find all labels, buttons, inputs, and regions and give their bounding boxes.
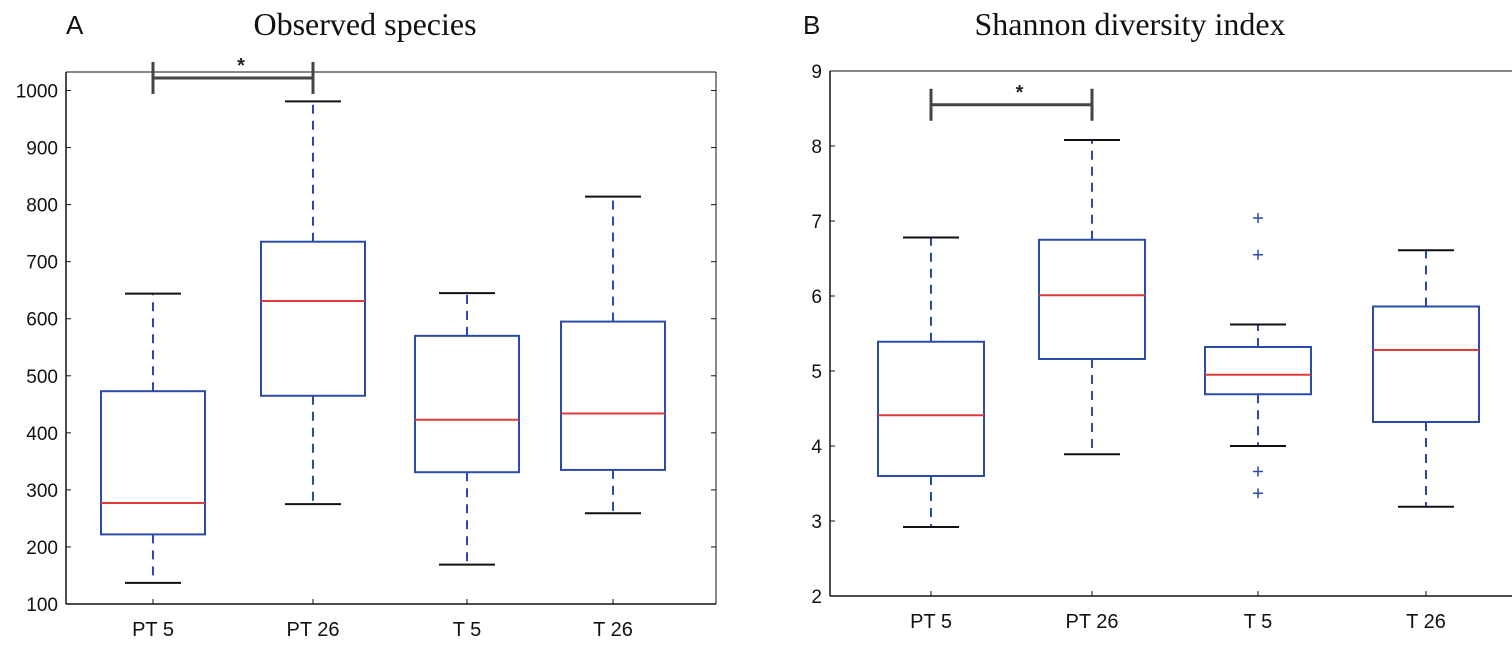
p2-box-2-outlier-0 xyxy=(1253,213,1263,223)
p2-y-tick-label-4: 6 xyxy=(811,287,822,308)
panel-b-letter: B xyxy=(803,10,821,40)
p2-box-3-iqr xyxy=(1372,305,1480,423)
p2-y-tick-label-1: 3 xyxy=(811,512,822,533)
p1-box-2-iqr xyxy=(414,334,520,474)
panel-b-title: Shannon diversity index xyxy=(974,6,1286,42)
p1-y-tick-label-2: 300 xyxy=(26,481,58,502)
p2-box-2-outlier-2 xyxy=(1253,466,1263,477)
p1-y-tick-label-5: 600 xyxy=(26,310,58,331)
p2-box-1-iqr xyxy=(1038,238,1146,360)
p1-box-3-iqr xyxy=(560,320,666,471)
p1-y-tick-label-1: 200 xyxy=(26,538,58,559)
p2-significance-0-label: * xyxy=(1016,82,1024,104)
p1-y-tick-label-3: 400 xyxy=(26,424,58,445)
p1-y-tick-label-8: 900 xyxy=(26,139,58,160)
p2-box-2-iqr xyxy=(1204,346,1312,396)
panel-a-title: Observed species xyxy=(253,6,477,42)
p1-box-1-iqr xyxy=(260,240,366,397)
p1-y-tick-label-0: 100 xyxy=(26,595,58,616)
p2-y-tick-label-0: 2 xyxy=(811,587,822,608)
p2-y-tick-label-2: 4 xyxy=(811,437,822,458)
p1-box-0-iqr xyxy=(100,390,206,536)
p1-y-tick-label-9: 1000 xyxy=(16,82,58,103)
p2-y-tick-label-3: 5 xyxy=(811,362,822,383)
p2-y-tick-label-5: 7 xyxy=(811,212,822,233)
p1-y-tick-label-7: 800 xyxy=(26,196,58,217)
p2-box-0-iqr xyxy=(877,340,985,477)
p2-y-tick-label-6: 8 xyxy=(811,137,822,158)
p2-y-tick-label-7: 9 xyxy=(811,62,822,83)
p2-x-tick-label-3: T 26 xyxy=(1406,611,1446,633)
p2-box-2-outlier-1 xyxy=(1253,249,1263,260)
panel-a-letter: A xyxy=(66,10,84,40)
p1-significance-0-label: * xyxy=(237,55,245,77)
p2-box-2-outlier-3 xyxy=(1253,488,1263,499)
p1-x-tick-label-0: PT 5 xyxy=(132,619,174,641)
p2-x-tick-label-0: PT 5 xyxy=(910,611,952,633)
p2-x-tick-label-1: PT 26 xyxy=(1066,611,1119,633)
p1-x-tick-label-3: T 26 xyxy=(593,619,633,641)
p1-x-tick-label-1: PT 26 xyxy=(287,619,340,641)
p2-x-tick-label-2: T 5 xyxy=(1244,611,1273,633)
p1-x-tick-label-2: T 5 xyxy=(453,619,482,641)
p1-y-tick-label-4: 500 xyxy=(26,367,58,388)
p1-y-tick-label-6: 700 xyxy=(26,253,58,274)
